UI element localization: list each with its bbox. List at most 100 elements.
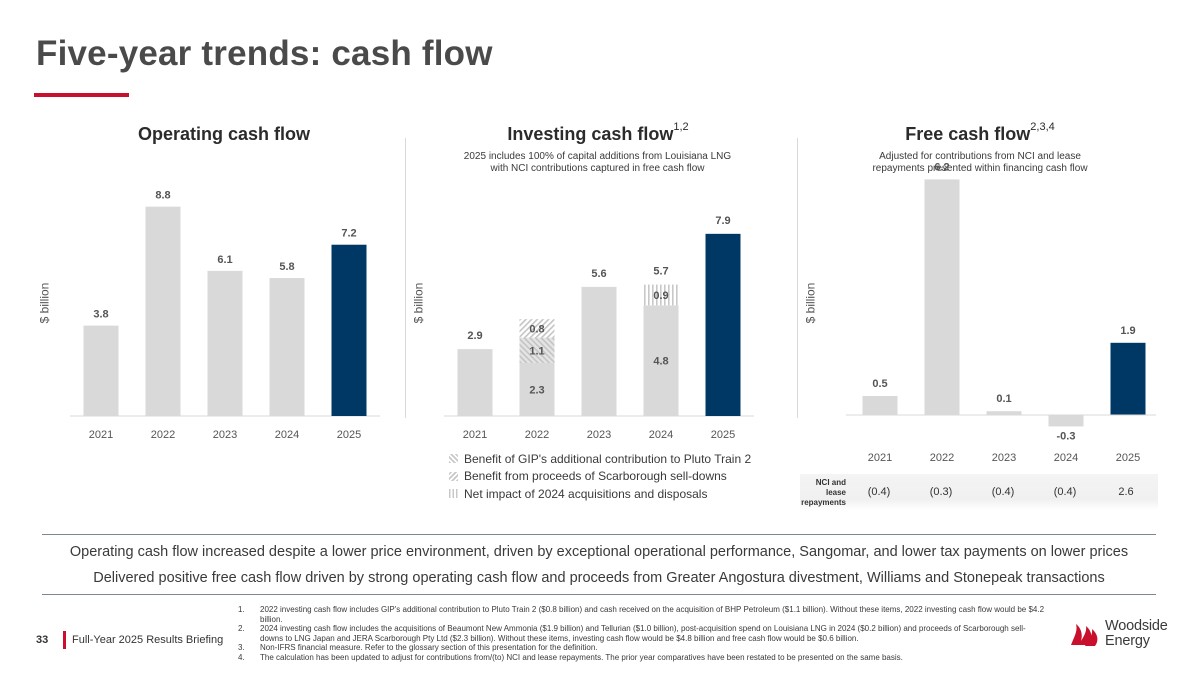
x-tick-label-2021: 2021 — [868, 452, 892, 464]
operating-y-axis-label: $ billion — [37, 282, 52, 324]
data-label-2021: 3.8 — [93, 309, 108, 321]
data-label-2024: 5.8 — [279, 261, 294, 273]
legend-label-scarborough: Benefit from proceeds of Scarborough sel… — [464, 469, 727, 484]
nci-row-label: NCI and lease repayments — [800, 478, 846, 508]
x-tick-label-2024: 2024 — [1054, 452, 1078, 464]
bar-2024 — [269, 278, 305, 416]
bar-2024-segment-0 — [643, 305, 679, 416]
x-tick-label-2021: 2021 — [89, 429, 113, 441]
data-label-2025: 1.9 — [1120, 325, 1135, 337]
bar-2023 — [986, 411, 1022, 415]
logo-text-line2: Energy — [1105, 633, 1150, 649]
data-label-2023: 6.1 — [217, 254, 232, 266]
key-message-free-cash-flow: Delivered positive free cash flow driven… — [93, 570, 1105, 586]
legend-label-gip: Benefit of GIP's additional contribution… — [464, 451, 752, 466]
chart-separator — [405, 138, 406, 418]
nci-value-2024: (0.4) — [1053, 486, 1077, 498]
total-label-2025: 7.9 — [715, 215, 730, 227]
bar-2021 — [83, 325, 119, 416]
legend-item-gip: Benefit of GIP's additional contribution… — [449, 450, 751, 468]
free-chart-title-text: Free cash flow — [905, 124, 1031, 144]
x-tick-label-2024: 2024 — [649, 429, 673, 441]
investing-chart-title-text: Investing cash flow — [507, 124, 674, 144]
footnote-text: The calculation has been updated to adju… — [260, 652, 903, 662]
nci-label-line2: lease — [825, 488, 846, 497]
free-subtitle-line1: Adjusted for contributions from NCI and … — [879, 151, 1081, 162]
operating-cash-flow-chart: 3.8 2021 8.8 2022 6.1 2023 5.8 2024 7.2 2025 — [70, 190, 380, 441]
x-tick-label-2023: 2023 — [213, 429, 237, 441]
x-tick-label-2022: 2022 — [525, 429, 549, 441]
bar-2024 — [1048, 415, 1084, 427]
investing-legend: Benefit of GIP's additional contribution… — [449, 450, 751, 503]
investing-subtitle-line1: 2025 includes 100% of capital additions … — [463, 151, 732, 162]
investing-chart-title-sup: 1,2 — [673, 121, 689, 133]
footnote-number: 1. — [238, 605, 245, 614]
footnote-text: 2022 investing cash flow includes GIP's … — [260, 605, 1045, 624]
nci-label-line1: NCI and — [815, 478, 846, 487]
free-cash-flow-chart: 0.5 2021 6.2 2022 0.1 2023 -0.3 2024 1.9 2025 — [846, 161, 1156, 464]
operating-chart-title: Operating cash flow — [138, 124, 311, 145]
footnote-1: 1. 2022 investing cash flow includes GIP'… — [238, 605, 1048, 624]
page-number-divider — [63, 631, 66, 649]
investing-y-axis-label: $ billion — [411, 282, 426, 324]
nci-value-2023: (0.4) — [991, 486, 1015, 498]
data-label-2024: -0.3 — [1057, 430, 1076, 442]
segment-label-2022-1: 1.1 — [529, 345, 544, 357]
logo-text-line1: Woodside — [1105, 618, 1168, 634]
x-tick-label-2023: 2023 — [992, 452, 1016, 464]
total-label-2023: 5.6 — [591, 268, 606, 280]
total-label-2024: 5.7 — [653, 266, 668, 278]
free-y-axis-label: $ billion — [803, 282, 818, 324]
investing-subtitle-line2: with NCI contributions captured in free … — [490, 163, 705, 174]
x-tick-label-2022: 2022 — [930, 452, 954, 464]
nci-value-2021: (0.4) — [867, 486, 891, 498]
segment-label-2024-0: 4.8 — [653, 356, 668, 368]
footnote-4: 4. The calculation has been updated to ad… — [238, 653, 1048, 663]
bar-2022-segment-2 — [519, 319, 555, 338]
footnotes: 1. 2022 investing cash flow includes GIP'… — [238, 605, 1048, 663]
x-tick-label-2021: 2021 — [463, 429, 487, 441]
legend-label-net-impact: Net impact of 2024 acquisitions and disp… — [464, 486, 708, 501]
data-label-2025: 7.2 — [341, 228, 356, 240]
footnote-3: 3. Non-IFRS financial measure. Refer to t… — [238, 643, 1048, 653]
data-label-2021: 0.5 — [872, 378, 887, 390]
bar-2022-segment-0 — [519, 362, 555, 416]
x-tick-label-2025: 2025 — [1116, 452, 1140, 464]
data-label-2023: 0.1 — [996, 393, 1011, 405]
segment-label-2022-2: 0.8 — [529, 323, 544, 335]
title-accent-rule — [34, 93, 129, 97]
gip-pattern-swatch-icon — [449, 454, 458, 464]
x-tick-label-2022: 2022 — [151, 429, 175, 441]
footnote-text: 2024 investing cash flow includes the ac… — [260, 624, 1026, 643]
operating-chart-title-text: Operating cash flow — [138, 124, 311, 144]
free-chart-title-sup: 2,3,4 — [1030, 121, 1055, 133]
bar-2025 — [1110, 342, 1146, 415]
total-label-2021: 2.9 — [467, 330, 482, 342]
net-impact-pattern-swatch-icon — [449, 489, 458, 499]
investing-chart-title: Investing cash flow1,2 — [478, 121, 718, 145]
bar-2022 — [924, 179, 960, 415]
bar-2022 — [145, 206, 181, 416]
data-label-2022: 6.2 — [934, 161, 949, 173]
nci-label-line3: repayments — [801, 498, 846, 507]
segment-label-2022-0: 2.3 — [529, 384, 544, 396]
bar-2023-segment-0 — [581, 286, 617, 416]
scarborough-pattern-swatch-icon — [449, 471, 458, 481]
bar-2023 — [207, 270, 243, 416]
data-label-2022: 8.8 — [155, 190, 170, 202]
free-subtitle-line2: repayments presented within financing ca… — [872, 163, 1088, 174]
briefing-title: Full-Year 2025 Results Briefing — [72, 634, 224, 646]
page-number: 33 — [36, 634, 49, 646]
x-tick-label-2023: 2023 — [587, 429, 611, 441]
woodside-logo: Woodside Energy — [1068, 619, 1168, 649]
investing-cash-flow-chart: 2.9 2021 2.3 1.1 0.8 2022 5.6 2023 4.8 0.9 5.7 2024… — [444, 215, 754, 441]
woodside-flame-icon — [1071, 624, 1098, 646]
footnote-2: 2. 2024 investing cash flow includes the … — [238, 624, 1048, 643]
legend-item-net-impact: Net impact of 2024 acquisitions and disp… — [449, 485, 751, 503]
chart-separator — [797, 138, 798, 418]
segment-label-2024-1: 0.9 — [653, 290, 668, 302]
bar-2025 — [331, 244, 367, 416]
bar-2021 — [862, 396, 898, 415]
footnote-number: 2. — [238, 624, 245, 634]
free-chart-subtitle: Adjusted for contributions from NCI and … — [840, 151, 1120, 175]
